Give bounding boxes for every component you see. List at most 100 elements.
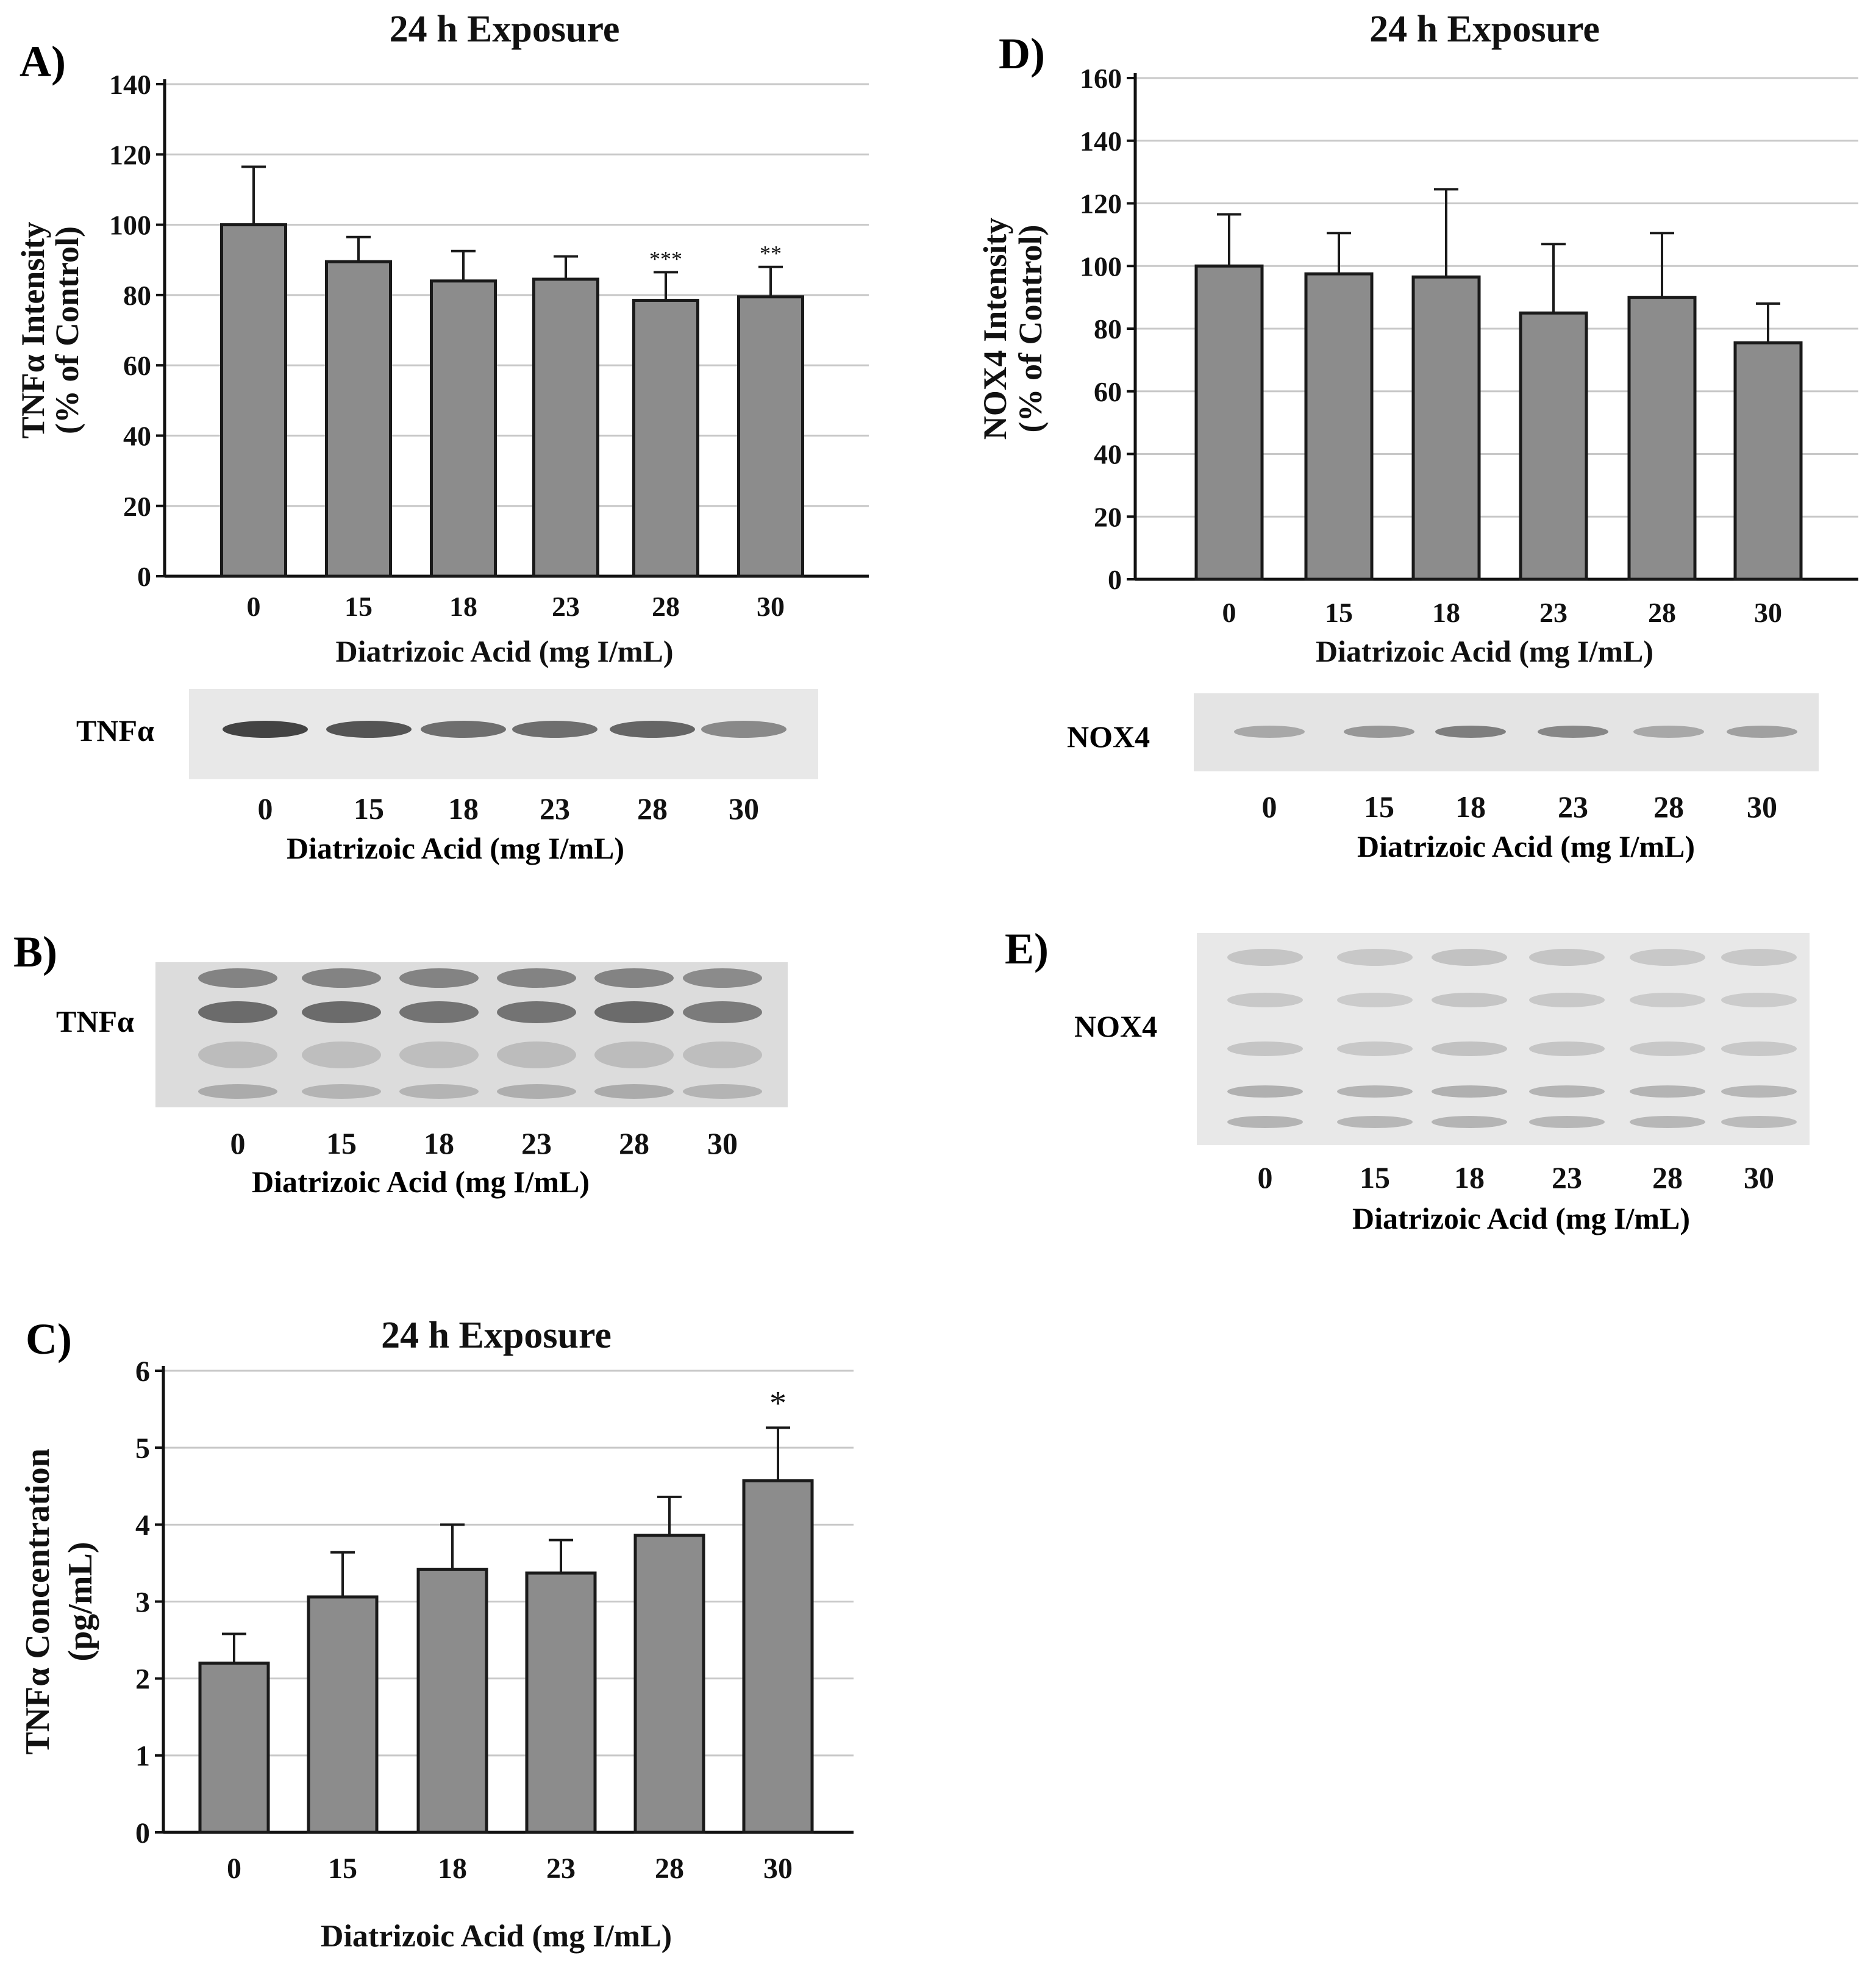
blot-e-band-23-1 <box>1529 993 1605 1007</box>
panel-label-e: E) <box>1005 924 1049 973</box>
blot-b-band-18-2 <box>399 1041 479 1068</box>
chart-c-xtick-label: 15 <box>328 1852 357 1885</box>
blot-b-band-23-0 <box>497 968 576 988</box>
chart-c-ytick-label: 5 <box>135 1432 150 1465</box>
chart-a-ytick-label: 140 <box>109 69 151 100</box>
blot-a-lane-label: 18 <box>448 791 479 826</box>
chart-d: 24 h Exposure 0 20 40 60 80 100 120 140 160 0 15 18 2… <box>977 9 1858 668</box>
blot-d-label: NOX4 <box>1067 720 1150 754</box>
blot-e-band-30-1 <box>1721 993 1797 1007</box>
blot-b-band-18-3 <box>399 1084 479 1099</box>
blot-b-band-23-1 <box>497 1001 576 1023</box>
chart-a-xtick-label: 0 <box>247 591 261 622</box>
blot-b-band-15-0 <box>302 968 381 988</box>
blot-b-lane-label: 28 <box>619 1126 649 1160</box>
blot-a-band-18 <box>421 721 506 738</box>
blot-e-band-30-4 <box>1721 1116 1797 1128</box>
blot-b-band-30-1 <box>683 1001 762 1023</box>
blot-b-band-28-0 <box>594 968 674 988</box>
chart-d-ytick-label: 140 <box>1080 126 1122 157</box>
blot-d: NOX4 0 15 18 23 28 30 Diatrizoic Acid (mg I/m… <box>1067 693 1819 863</box>
chart-d-xtick-label: 30 <box>1754 597 1782 628</box>
chart-c-xlabel: Diatrizoic Acid (mg I/mL) <box>321 1919 672 1954</box>
blot-b-band-28-2 <box>594 1041 674 1068</box>
chart-a-xlabel: Diatrizoic Acid (mg I/mL) <box>335 634 673 668</box>
blot-e-lane-label: 18 <box>1454 1160 1485 1195</box>
blot-d-band-0 <box>1234 726 1305 738</box>
chart-a-bar-15 <box>325 260 392 578</box>
blot-b-band-28-1 <box>594 1001 674 1023</box>
blot-e-band-18-2 <box>1432 1041 1507 1056</box>
chart-c-title: 24 h Exposure <box>381 1315 612 1356</box>
blot-e-band-0-0 <box>1227 949 1303 966</box>
blot-e-band-15-3 <box>1337 1085 1413 1098</box>
chart-a-ytick-label: 40 <box>123 421 151 452</box>
blot-a-band-23 <box>512 721 597 738</box>
chart-d-ylabel: NOX4 Intensity <box>977 218 1013 440</box>
blot-e-band-15-0 <box>1337 949 1413 966</box>
chart-a-xtick-label: 18 <box>449 591 477 622</box>
blot-b-band-15-1 <box>302 1001 381 1023</box>
blot-e-band-15-2 <box>1337 1041 1413 1056</box>
blot-d-lane-label: 30 <box>1747 790 1777 824</box>
blot-d-xlabel: Diatrizoic Acid (mg I/mL) <box>1357 829 1695 863</box>
blot-e-band-0-4 <box>1227 1116 1303 1128</box>
blot-d-lane-label: 28 <box>1653 790 1684 824</box>
blot-e-band-23-4 <box>1529 1116 1605 1128</box>
blot-e-band-15-1 <box>1337 993 1413 1007</box>
chart-d-ytick-label: 0 <box>1108 564 1122 595</box>
chart-c-xtick-label: 30 <box>763 1852 793 1885</box>
blot-e-xlabel: Diatrizoic Acid (mg I/mL) <box>1352 1201 1690 1235</box>
blot-b-lane-label: 15 <box>326 1126 357 1160</box>
chart-a-ylabel: TNFα Intensity <box>15 222 51 439</box>
chart-d-ytick-label: 60 <box>1094 376 1122 407</box>
chart-d-ylabel-units: (% of Control) <box>1012 225 1049 433</box>
chart-c-bar-15 <box>307 1595 379 1834</box>
chart-a-xtick-label: 23 <box>552 591 580 622</box>
blot-a-lane-label: 15 <box>354 791 384 826</box>
chart-a-ytick-label: 120 <box>109 139 151 170</box>
blot-e-band-28-1 <box>1630 993 1705 1007</box>
blot-b-lane-label: 0 <box>230 1126 246 1160</box>
blot-e-band-28-0 <box>1630 949 1705 966</box>
chart-c-significance-30: * <box>769 1384 786 1422</box>
chart-a-bar-28 <box>632 299 699 578</box>
blot-d-band-15 <box>1344 726 1414 738</box>
blot-e: NOX4 0 15 18 23 28 30 Diatrizoic Acid (mg I/m… <box>1074 933 1810 1235</box>
blot-e-membrane <box>1197 933 1810 1145</box>
blot-e-band-0-1 <box>1227 993 1303 1007</box>
chart-d-bar-23 <box>1519 311 1588 581</box>
chart-a-significance-28: *** <box>649 246 682 271</box>
blot-d-band-30 <box>1727 726 1797 738</box>
blot-e-band-28-3 <box>1630 1085 1705 1098</box>
chart-d-ytick-label: 160 <box>1080 63 1122 94</box>
panel-label-b: B) <box>13 927 57 976</box>
chart-d-bar-18 <box>1411 275 1481 581</box>
blot-a-band-28 <box>610 721 695 738</box>
chart-d-bar-30 <box>1733 341 1803 581</box>
chart-a-ytick-label: 60 <box>123 350 151 381</box>
chart-c-ytick-label: 1 <box>135 1740 150 1773</box>
blot-e-band-18-3 <box>1432 1085 1507 1098</box>
chart-c-ytick-label: 0 <box>135 1817 150 1849</box>
blot-d-lane-label: 23 <box>1558 790 1588 824</box>
chart-a-bar-23 <box>532 277 599 578</box>
blot-b-band-0-3 <box>198 1084 277 1099</box>
chart-d-ytick-label: 100 <box>1080 251 1122 282</box>
blot-b-band-18-1 <box>399 1001 479 1023</box>
chart-d-xtick-label: 0 <box>1222 597 1236 628</box>
blot-b-band-23-2 <box>497 1041 576 1068</box>
chart-c-bar-18 <box>416 1568 488 1834</box>
chart-c-bar-28 <box>633 1534 705 1834</box>
chart-d-xtick-label: 18 <box>1432 597 1460 628</box>
blot-b-lane-label: 18 <box>424 1126 454 1160</box>
blot-e-band-23-2 <box>1529 1041 1605 1056</box>
blot-e-band-0-3 <box>1227 1085 1303 1098</box>
chart-d-ytick-label: 20 <box>1094 501 1122 532</box>
blot-d-band-28 <box>1633 726 1704 738</box>
chart-d-xtick-label: 28 <box>1648 597 1676 628</box>
blot-e-band-15-4 <box>1337 1116 1413 1128</box>
blot-a-label: TNFα <box>76 713 154 748</box>
blot-b-band-23-3 <box>497 1084 576 1099</box>
blot-e-band-28-2 <box>1630 1041 1705 1056</box>
